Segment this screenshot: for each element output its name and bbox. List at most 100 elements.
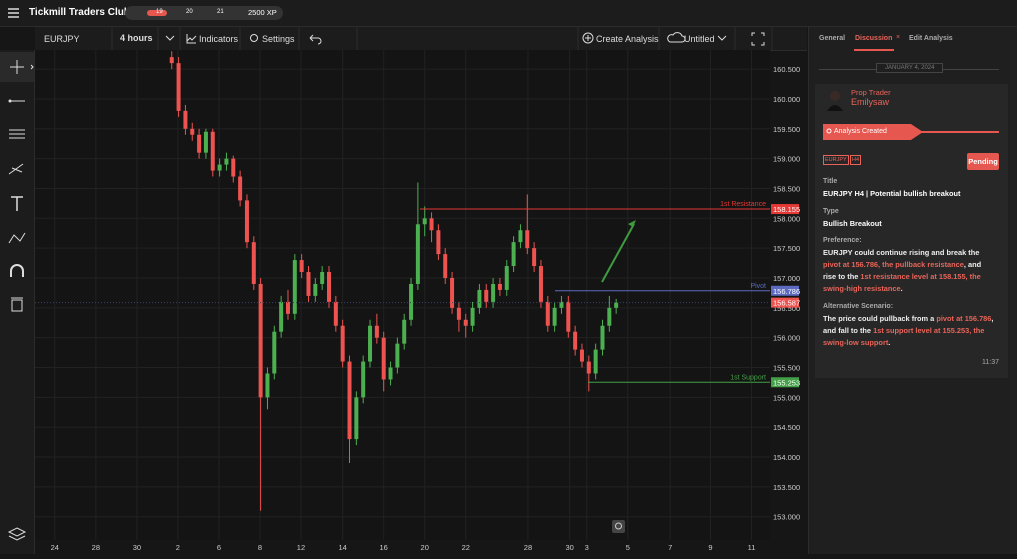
y-tick-label: 155.000 [773,393,800,402]
candle-body [552,307,557,326]
club-title: Tickmill Traders Club [29,7,130,18]
candle-body [579,349,584,362]
text-segment: . [900,284,903,293]
candle-body [415,224,420,284]
event: Analysis Created [834,128,887,135]
x-tick-label: 28 [524,543,532,552]
candle-body [217,164,222,171]
candle-body [450,277,455,308]
x-tick-label: 28 [92,543,100,552]
candle-body [402,319,407,344]
candle-body [532,248,537,267]
event-banner [823,124,999,140]
tab-close[interactable]: × [896,34,901,41]
progress [147,10,167,16]
text-segment: 1st support level at 155.253, the swing-… [823,326,985,347]
y-tick-label: 156.000 [773,334,800,343]
level: 20 [186,9,193,15]
layout-name[interactable]: Untitled [684,34,715,44]
x-tick-label: 7 [668,543,672,552]
candle-body [361,361,366,398]
candle-body [409,283,414,320]
candle-body [176,63,181,111]
candle-body [272,331,277,374]
settings[interactable]: Settings [262,34,295,44]
text-segment: , and rise to the [823,260,982,281]
candle-body [545,301,550,326]
y-tick-label: 154.500 [773,423,800,432]
candle-body [497,283,502,290]
candle-body [443,254,448,278]
candle-body [258,283,263,398]
interval[interactable]: 4 hours [120,33,153,43]
x-tick-label: 30 [565,543,573,552]
price-badge-label: 156.587 [773,299,800,308]
y-tick-label: 158.500 [773,184,800,193]
price-badge [771,204,799,215]
x-tick-label: 14 [339,543,347,552]
price-badge-label: 155.253 [773,378,800,387]
user: Emilysaw [851,97,890,107]
candle-body [285,301,290,314]
level-badge: 19 20 21 2500 XP [125,6,283,20]
y-tick-label: 159.000 [773,155,800,164]
candle-body [327,272,331,302]
label: Alternative Scenario: [823,303,894,310]
tab-active[interactable]: Discussion [855,35,893,42]
candle-body [238,176,243,201]
candle-body [470,307,475,326]
candle-body [593,349,598,374]
indicators[interactable]: Indicators [199,34,239,44]
candle-body [292,260,297,314]
x-tick-label: 30 [133,543,141,552]
candle-body [244,200,249,243]
x-tick-label: 3 [585,543,589,552]
candle-body [299,260,304,273]
y-tick-label: 159.500 [773,125,800,134]
text-segment: . [888,338,891,347]
candle-body [265,373,270,398]
candle-body [313,283,318,296]
menu-icon[interactable] [8,8,20,18]
create-analysis[interactable]: Create Analysis [596,34,659,44]
candle-body [197,134,202,153]
tab[interactable]: Edit Analysis [909,35,953,42]
candle-body [600,325,605,350]
x-tick-label: 22 [462,543,470,552]
x-tick-label: 2 [176,543,180,552]
x-tick-label: 20 [421,543,429,552]
candle-body [333,301,338,326]
candle-body [251,242,256,284]
text-segment: The price could pullback from a [823,314,937,323]
symbol[interactable]: EURJPY [44,34,80,44]
price-badge [771,285,799,296]
toolbar-icons [111,27,773,50]
y-tick-label: 153.000 [773,513,800,522]
analysis-type: Bullish Breakout [823,219,882,228]
drawing-tools [0,50,35,554]
status[interactable]: Pending [967,153,999,170]
candle-body [559,301,564,308]
projection-arrow [601,223,635,283]
candle-body [511,242,516,267]
tag: H4 [850,155,862,165]
xp: 2500 XP [248,8,277,17]
hint-button[interactable] [612,520,625,533]
tab[interactable]: General [819,35,846,42]
time: 11:37 [982,359,999,366]
y-tick-label: 155.500 [773,364,800,373]
level-name: Pivot [750,283,766,290]
candle-body [456,307,461,320]
tool-icons [0,52,34,541]
candle-body [374,325,379,338]
discussion-card: Prop Trader Emilysaw Analysis Created EU… [815,84,1008,378]
alternative: The price could pullback from a pivot at… [823,313,995,349]
label: Type [823,208,839,215]
y-tick-label: 160.000 [773,95,800,104]
candle-body [607,307,612,326]
x-tick-label: 24 [51,543,59,552]
candle-body [525,230,530,249]
role: Prop Trader [851,88,891,97]
candle-body [340,325,345,362]
candle-body [320,272,325,284]
